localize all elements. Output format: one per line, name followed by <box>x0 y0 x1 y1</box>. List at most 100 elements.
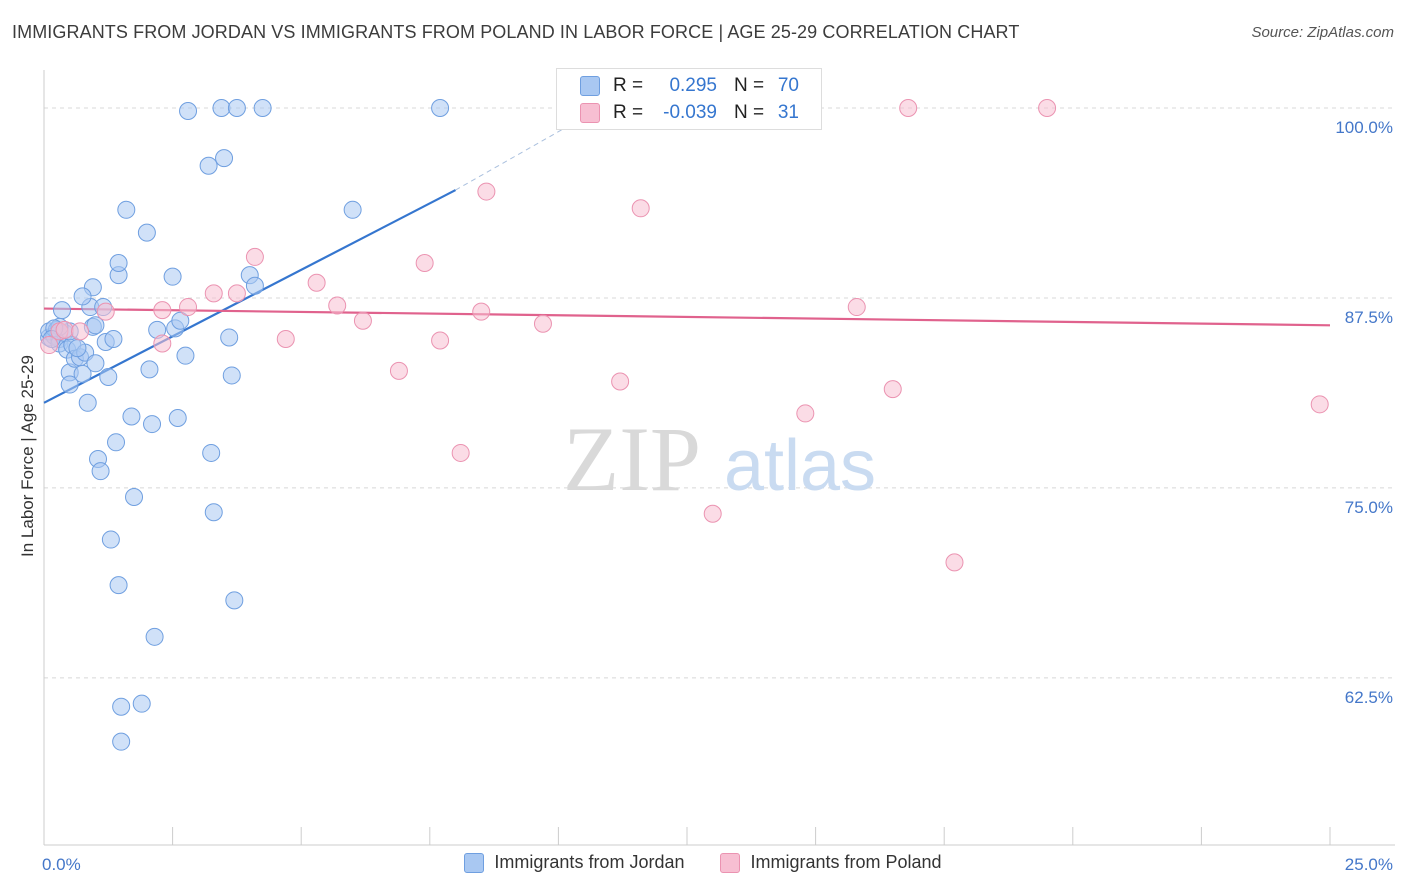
jordan-point <box>107 433 126 452</box>
poland-point <box>472 302 491 321</box>
jordan-n-value: 70 <box>777 75 799 96</box>
poland-point <box>389 361 408 380</box>
y-tick-label: 62.5% <box>1345 688 1393 707</box>
jordan-point <box>179 102 198 121</box>
poland-point <box>611 372 630 391</box>
y-tick-label: 87.5% <box>1345 308 1393 327</box>
jordan-point <box>86 316 105 335</box>
jordan-point <box>168 408 187 427</box>
stats-box: R = 0.295 N = 70 R = -0.039 N = 31 <box>556 68 822 130</box>
jordan-point <box>199 156 218 175</box>
poland-point <box>945 553 964 572</box>
jordan-point <box>73 287 92 306</box>
poland-point <box>1038 98 1057 117</box>
jordan-point <box>104 329 123 348</box>
jordan-point <box>109 576 128 595</box>
jordan-point <box>109 253 128 272</box>
poland-point <box>153 334 172 353</box>
jordan-point <box>99 367 118 386</box>
poland-r-label: R = <box>613 102 644 123</box>
jordan-point <box>431 98 450 117</box>
jordan-point <box>112 732 131 751</box>
poland-point <box>40 336 59 355</box>
jordan-point <box>202 443 221 462</box>
poland-point <box>96 302 115 321</box>
jordan-point <box>122 407 141 426</box>
poland-point <box>179 298 198 317</box>
jordan-point <box>222 366 241 385</box>
jordan-trendline <box>43 189 457 404</box>
jordan-trendline-extension <box>455 116 585 191</box>
poland-point <box>245 247 264 266</box>
jordan-point <box>227 98 246 117</box>
jordan-point <box>132 694 151 713</box>
jordan-r-value: 0.295 <box>669 75 717 96</box>
jordan-point <box>140 360 159 379</box>
jordan-point <box>145 627 164 646</box>
legend-jordan-swatch <box>464 852 485 873</box>
poland-n-value: 31 <box>777 102 799 123</box>
jordan-point <box>343 200 362 219</box>
poland-point <box>307 273 326 292</box>
poland-trendline <box>43 307 1331 327</box>
jordan-point <box>101 530 120 549</box>
legend: Immigrants from Jordan Immigrants from P… <box>0 852 1406 873</box>
poland-point <box>796 404 815 423</box>
jordan-point <box>53 301 72 320</box>
poland-point <box>883 380 902 399</box>
jordan-point <box>220 328 239 347</box>
jordan-swatch <box>580 76 600 96</box>
poland-point <box>1310 395 1329 414</box>
jordan-point <box>212 98 231 117</box>
jordan-point <box>78 393 97 412</box>
poland-point <box>847 298 866 317</box>
y-tick-label: 100.0% <box>1335 118 1393 137</box>
poland-point <box>71 322 90 341</box>
jordan-point <box>176 346 195 365</box>
jordan-point <box>68 339 87 358</box>
watermark-atlas: atlas <box>724 426 876 506</box>
legend-item-poland: Immigrants from Poland <box>720 852 942 873</box>
jordan-point <box>143 415 162 434</box>
poland-point <box>415 253 434 272</box>
poland-point <box>204 284 223 303</box>
poland-point <box>533 314 552 333</box>
jordan-r-label: R = <box>613 75 644 96</box>
jordan-point <box>117 200 136 219</box>
jordan-point <box>73 364 92 383</box>
legend-jordan-label: Immigrants from Jordan <box>494 852 685 872</box>
jordan-point <box>137 223 156 242</box>
jordan-point <box>225 591 244 610</box>
jordan-point <box>171 311 190 330</box>
jordan-point <box>204 503 223 522</box>
poland-point <box>477 182 496 201</box>
jordan-point <box>112 697 131 716</box>
jordan-point <box>86 354 105 373</box>
poland-point <box>276 329 295 348</box>
legend-poland-swatch <box>720 852 741 873</box>
poland-point <box>451 443 470 462</box>
poland-r-value: -0.039 <box>663 102 717 123</box>
jordan-point <box>253 98 272 117</box>
poland-point <box>631 199 650 218</box>
y-tick-label: 75.0% <box>1345 498 1393 517</box>
jordan-point <box>60 375 79 394</box>
jordan-point <box>215 149 234 168</box>
poland-point <box>55 320 74 339</box>
source-credit: Source: ZipAtlas.com <box>1251 24 1394 41</box>
jordan-point <box>245 276 264 295</box>
legend-poland-label: Immigrants from Poland <box>750 852 942 872</box>
jordan-point <box>91 462 110 481</box>
x-tick-label: 0.0% <box>42 855 81 874</box>
y-axis-title: In Labor Force | Age 25-29 <box>18 355 37 557</box>
jordan-n-label: N = <box>734 75 765 96</box>
chart-title: IMMIGRANTS FROM JORDAN VS IMMIGRANTS FRO… <box>12 22 1020 42</box>
poland-point <box>703 504 722 523</box>
poland-point <box>227 284 246 303</box>
x-tick-label: 25.0% <box>1345 855 1393 874</box>
legend-item-jordan: Immigrants from Jordan <box>464 852 684 873</box>
poland-point <box>353 311 372 330</box>
poland-point <box>899 98 918 117</box>
poland-point <box>328 296 347 315</box>
